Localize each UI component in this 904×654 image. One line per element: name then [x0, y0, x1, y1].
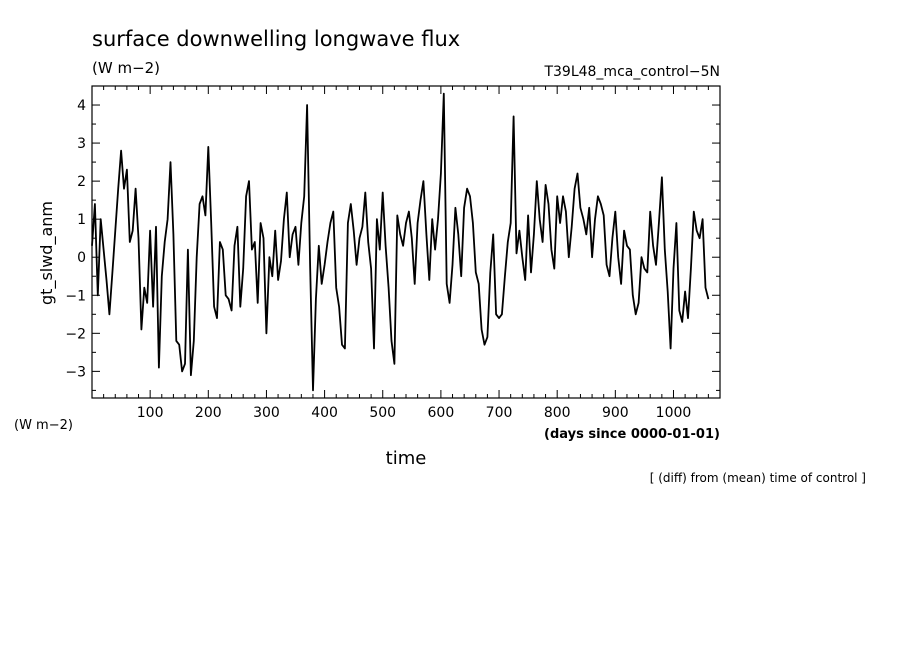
y-tick-label: 0: [77, 250, 86, 266]
series-line: [91, 92, 710, 392]
note-label: [ (diff) from (mean) time of control ]: [650, 471, 866, 485]
x-tick-label: 900: [602, 405, 629, 421]
x-axis: 100 200 300 400 500 600 700 800 900 1000: [103, 86, 709, 421]
x-tick-label: 400: [311, 405, 338, 421]
y-tick-label: 3: [77, 136, 86, 152]
x-tick-label: 100: [137, 405, 164, 421]
x-axis-label: time: [386, 448, 427, 469]
x-tick-label: 500: [369, 405, 396, 421]
y-tick-label: 1: [77, 212, 86, 228]
y-tick-label: −2: [65, 326, 86, 342]
x-tick-label: 1000: [656, 405, 692, 421]
y-axis: −3 −2 −1 0 1 2 3 4: [65, 85, 720, 391]
units-label-top: (W m−2): [92, 59, 160, 77]
x-tick-label: 700: [486, 405, 513, 421]
x-tick-label: 200: [195, 405, 222, 421]
y-tick-label: 4: [77, 98, 86, 114]
x-tick-label: 600: [428, 405, 455, 421]
y-units-label: (W m−2): [14, 418, 73, 433]
x-units-label: (days since 0000-01-01): [544, 427, 720, 442]
y-axis-label: gt_slwd_anm: [37, 201, 57, 305]
y-tick-label: −1: [65, 288, 86, 304]
x-tick-label: 800: [544, 405, 571, 421]
y-tick-label: 2: [77, 174, 86, 190]
experiment-label: T39L48_mca_control−5N: [543, 64, 720, 80]
y-tick-label: −3: [65, 364, 86, 380]
series-group: [91, 92, 710, 392]
chart-title: surface downwelling longwave flux: [92, 27, 460, 51]
x-tick-label: 300: [253, 405, 280, 421]
